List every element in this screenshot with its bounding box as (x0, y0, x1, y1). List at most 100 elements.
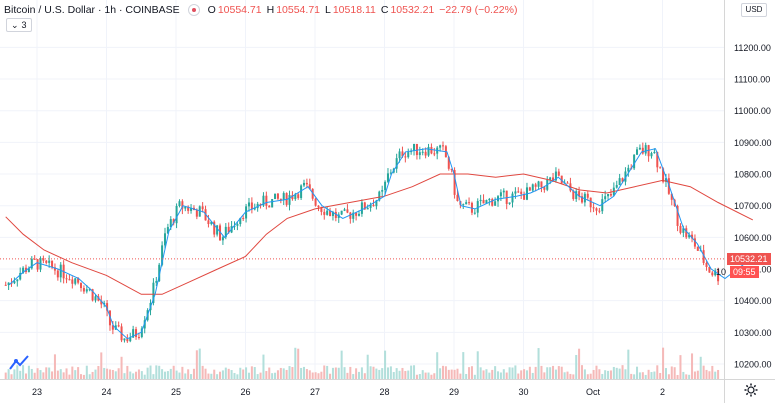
candle-body[interactable] (195, 210, 198, 217)
candle-body[interactable] (520, 191, 523, 194)
candle-body[interactable] (624, 171, 627, 182)
candle-body[interactable] (465, 202, 468, 205)
candle-body[interactable] (363, 202, 366, 210)
candle-body[interactable] (462, 204, 465, 206)
candle-body[interactable] (265, 195, 268, 206)
candle-body[interactable] (59, 264, 62, 278)
candle-body[interactable] (450, 168, 453, 171)
candle-body[interactable] (279, 198, 282, 200)
candle-body[interactable] (91, 289, 94, 301)
candle-body[interactable] (401, 151, 404, 157)
candle-body[interactable] (609, 194, 612, 196)
candle-body[interactable] (4, 284, 7, 286)
candle-body[interactable] (517, 191, 520, 193)
candle-body[interactable] (604, 196, 607, 200)
candle-body[interactable] (427, 146, 430, 156)
candle-body[interactable] (381, 190, 384, 192)
candle-body[interactable] (468, 202, 471, 204)
candle-body[interactable] (598, 210, 601, 212)
candle-body[interactable] (488, 199, 491, 201)
candle-body[interactable] (534, 184, 537, 187)
candle-body[interactable] (166, 227, 169, 234)
candle-body[interactable] (578, 191, 581, 197)
candle-body[interactable] (378, 191, 381, 201)
candle-body[interactable] (708, 267, 711, 273)
candle-body[interactable] (595, 208, 598, 211)
candle-body[interactable] (537, 181, 540, 187)
candle-body[interactable] (714, 270, 717, 276)
candle-body[interactable] (245, 206, 248, 219)
candle-body[interactable] (644, 145, 647, 154)
candle-body[interactable] (415, 143, 418, 156)
candle-body[interactable] (549, 177, 552, 180)
candle-body[interactable] (262, 195, 265, 206)
candle-body[interactable] (247, 202, 250, 207)
candle-body[interactable] (77, 278, 80, 283)
candle-body[interactable] (51, 260, 54, 268)
candle-body[interactable] (111, 325, 114, 330)
candle-body[interactable] (494, 201, 497, 206)
candle-body[interactable] (143, 320, 146, 329)
candle-body[interactable] (198, 206, 201, 217)
candle-body[interactable] (123, 338, 126, 341)
candle-body[interactable] (528, 187, 531, 191)
candle-body[interactable] (601, 199, 604, 212)
candle-body[interactable] (129, 337, 132, 342)
candle-body[interactable] (88, 289, 91, 291)
candle-body[interactable] (702, 250, 705, 263)
candle-body[interactable] (27, 268, 30, 273)
candle-body[interactable] (441, 145, 445, 147)
candle-body[interactable] (175, 205, 178, 224)
candle-body[interactable] (491, 199, 494, 206)
candle-body[interactable] (250, 202, 253, 210)
candle-body[interactable] (163, 233, 167, 246)
candle-body[interactable] (213, 221, 216, 235)
candle-body[interactable] (219, 225, 222, 241)
candle-body[interactable] (369, 204, 372, 208)
candle-body[interactable] (502, 190, 505, 193)
candle-body[interactable] (340, 210, 343, 215)
candle-body[interactable] (389, 172, 392, 174)
candle-body[interactable] (627, 167, 630, 172)
candle-body[interactable] (682, 228, 685, 233)
candle-body[interactable] (94, 296, 97, 301)
candle-body[interactable] (132, 329, 135, 338)
candle-body[interactable] (691, 234, 694, 239)
candle-body[interactable] (386, 173, 389, 182)
candle-body[interactable] (560, 175, 563, 184)
candle-body[interactable] (473, 212, 476, 214)
candle-body[interactable] (552, 177, 555, 181)
candle-body[interactable] (100, 300, 103, 305)
candle-body[interactable] (158, 264, 161, 282)
candle-body[interactable] (137, 336, 140, 338)
candle-body[interactable] (514, 191, 517, 194)
candle-body[interactable] (653, 151, 656, 154)
candle-body[interactable] (329, 210, 332, 216)
candle-body[interactable] (395, 158, 398, 169)
candle-body[interactable] (80, 282, 83, 289)
candle-body[interactable] (638, 147, 641, 150)
candle-body[interactable] (447, 157, 450, 169)
candle-body[interactable] (384, 181, 387, 191)
candle-body[interactable] (190, 207, 193, 211)
candle-body[interactable] (636, 149, 639, 155)
candle-body[interactable] (453, 170, 456, 195)
candle-body[interactable] (294, 194, 297, 200)
candle-body[interactable] (288, 195, 291, 205)
candle-body[interactable] (343, 209, 346, 211)
candle-body[interactable] (511, 193, 514, 203)
candle-body[interactable] (424, 151, 427, 156)
candle-body[interactable] (65, 278, 68, 280)
candle-body[interactable] (268, 205, 271, 208)
candle-body[interactable] (233, 225, 236, 227)
candle-body[interactable] (184, 206, 187, 209)
candle-body[interactable] (586, 193, 589, 198)
candle-body[interactable] (615, 185, 618, 188)
tradingview-logo-icon[interactable] (8, 352, 30, 372)
indicators-toggle-button[interactable]: ⌄ 3 (6, 18, 32, 32)
candle-body[interactable] (227, 226, 230, 233)
candle-body[interactable] (641, 147, 644, 154)
candle-body[interactable] (375, 200, 378, 207)
candle-body[interactable] (282, 193, 285, 200)
